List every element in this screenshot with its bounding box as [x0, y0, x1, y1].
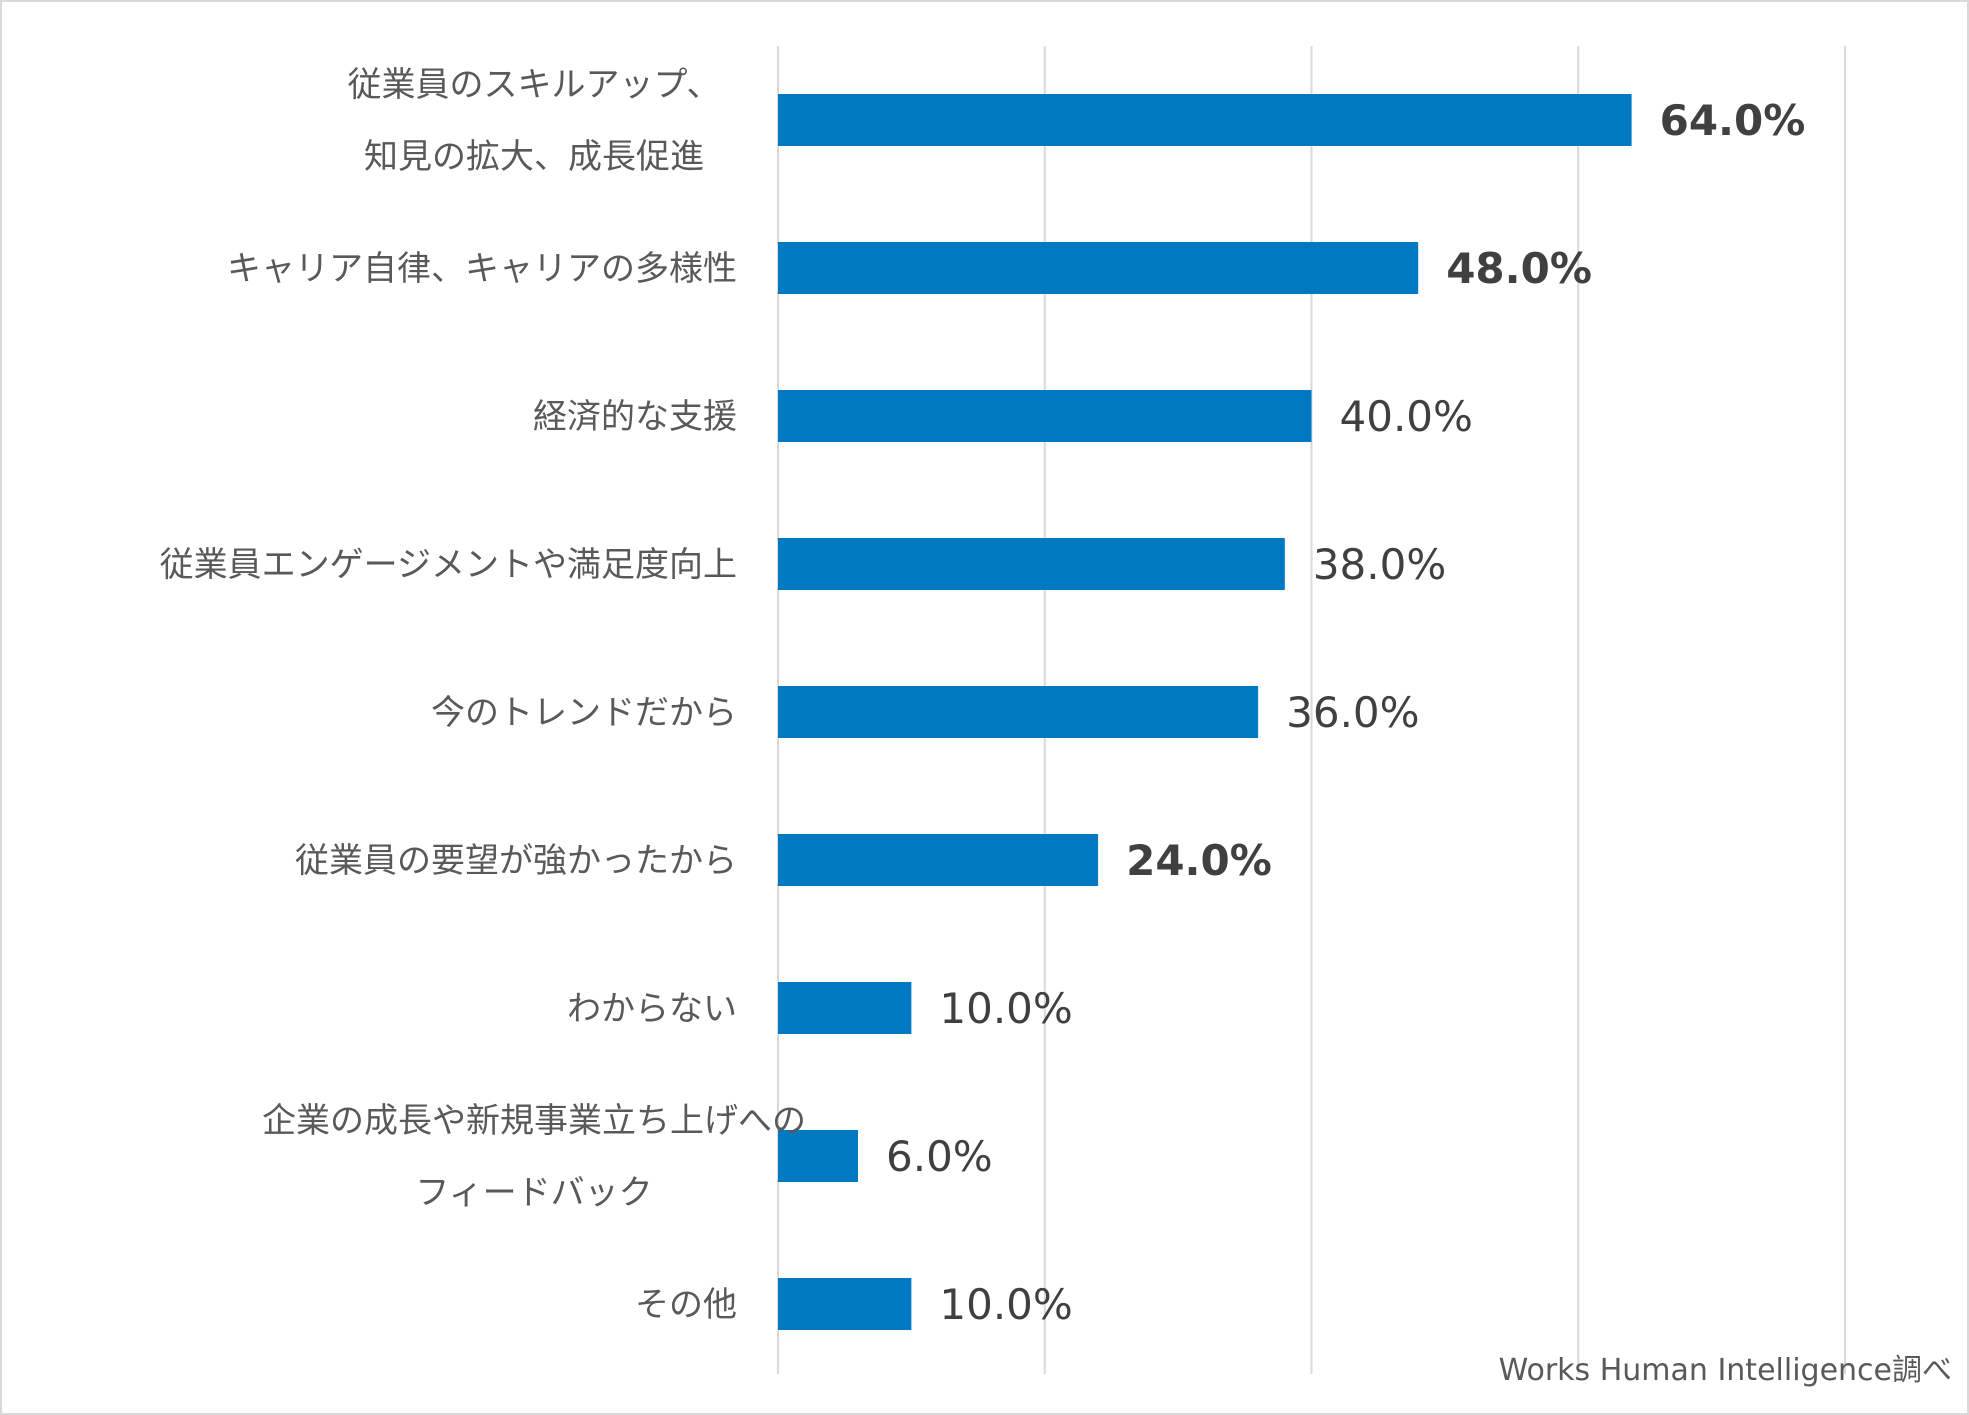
bar-8: [778, 1130, 859, 1182]
category-label-9: その他: [635, 1285, 737, 1325]
category-label-8-line-1: 企業の成長や新規事業立ち上げへの: [262, 1101, 806, 1141]
bar-4: [778, 538, 1285, 590]
bar-2: [778, 242, 1419, 294]
source-note: Works Human Intelligence調べ: [1499, 1353, 1952, 1388]
category-label-3: 経済的な支援: [533, 397, 737, 437]
category-label-1-line-1: 従業員のスキルアップ、: [348, 65, 721, 105]
value-label-9: 10.0%: [939, 1280, 1072, 1329]
bar-7: [778, 982, 912, 1034]
bar-3: [778, 390, 1312, 442]
category-labels: 従業員のスキルアップ、知見の拡大、成長促進キャリア自律、キャリアの多様性経済的な…: [160, 65, 806, 1325]
bar-5: [778, 686, 1259, 738]
category-label-6: 従業員の要望が強かったから: [295, 841, 737, 881]
value-label-6: 24.0%: [1126, 836, 1272, 885]
value-label-2: 48.0%: [1446, 244, 1592, 293]
value-label-5: 36.0%: [1286, 688, 1419, 737]
value-label-3: 40.0%: [1340, 392, 1473, 441]
value-label-8: 6.0%: [886, 1132, 993, 1181]
bar-1: [778, 94, 1632, 146]
bar-6: [778, 834, 1099, 886]
value-label-4: 38.0%: [1313, 540, 1446, 589]
value-label-1: 64.0%: [1660, 96, 1806, 145]
value-labels: 64.0% 48.0% 40.0% 38.0% 36.0% 24.0% 10.0% 6.0% 1…: [886, 96, 1805, 1329]
value-label-7: 10.0%: [939, 984, 1072, 1033]
category-label-8-line-2: フィードバック: [415, 1173, 652, 1213]
bars: [778, 94, 1632, 1330]
category-label-4: 従業員エンゲージメントや満足度向上: [160, 545, 737, 585]
category-label-2: キャリア自律、キャリアの多様性: [227, 249, 737, 289]
category-label-5: 今のトレンドだから: [431, 693, 737, 733]
bar-9: [778, 1278, 912, 1330]
category-label-7: わからない: [567, 989, 737, 1029]
category-label-1-line-2: 知見の拡大、成長促進: [364, 137, 704, 177]
